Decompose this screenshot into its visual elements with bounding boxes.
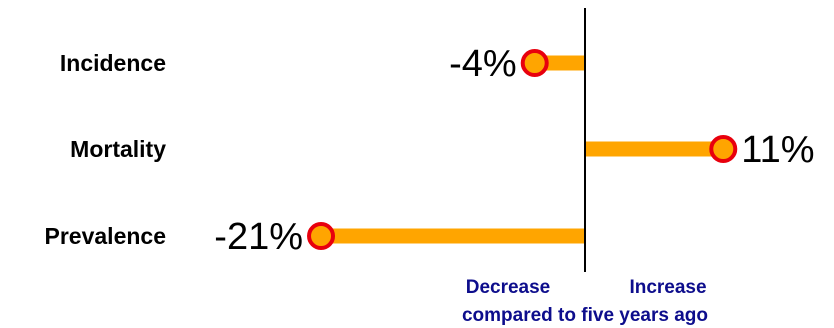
bars-layer <box>307 49 738 250</box>
marker-mortality <box>709 135 738 163</box>
labels-layer: Incidence -4% Mortality 11% Prevalence -21% <box>45 43 815 258</box>
marker-incidence <box>520 49 549 77</box>
value-label-prevalence: -21% <box>214 216 303 258</box>
bar-mortality <box>585 141 724 157</box>
category-label-incidence: Incidence <box>60 50 166 76</box>
increase-label: Increase <box>629 277 706 298</box>
value-label-mortality: 11% <box>741 129 814 171</box>
decrease-label: Decrease <box>466 277 551 298</box>
category-label-mortality: Mortality <box>70 136 166 162</box>
marker-prevalence <box>307 222 336 250</box>
x-axis-label: compared to five years ago <box>462 305 708 326</box>
category-label-prevalence: Prevalence <box>45 223 166 249</box>
bar-prevalence <box>321 228 585 244</box>
value-label-incidence: -4% <box>449 43 517 85</box>
